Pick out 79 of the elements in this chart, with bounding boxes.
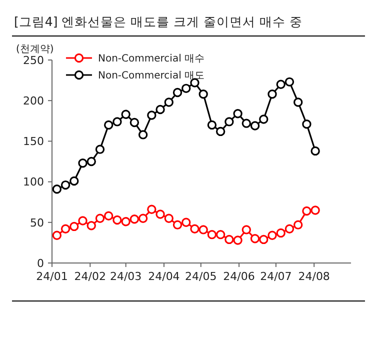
point	[130, 118, 140, 128]
point	[190, 224, 200, 234]
x-tick-label: 24/06	[223, 270, 255, 283]
x-tick-label: 24/05	[185, 270, 217, 283]
point	[86, 156, 96, 166]
legend-label: Non-Commercial 매도	[98, 70, 205, 82]
y-tick-label: 200	[23, 94, 44, 108]
point	[95, 144, 105, 154]
y-tick-label: 0	[37, 256, 44, 270]
point	[216, 126, 226, 136]
point	[121, 216, 130, 226]
point	[112, 215, 122, 225]
y-tick-label: 150	[23, 135, 44, 148]
point	[172, 220, 182, 230]
point	[172, 88, 182, 98]
y-tick-label: 250	[23, 54, 44, 67]
x-tick-label: 24/03	[110, 270, 142, 283]
point	[242, 225, 252, 234]
point	[164, 98, 174, 107]
x-tick-label: 24/07	[260, 270, 292, 283]
point	[268, 230, 277, 240]
point	[284, 224, 294, 234]
point	[182, 84, 191, 94]
point	[250, 121, 260, 130]
point	[216, 230, 226, 240]
point	[121, 110, 130, 120]
y-axis-title: (천계약)	[16, 44, 54, 55]
point	[310, 206, 320, 215]
point	[276, 80, 286, 89]
point	[198, 225, 208, 234]
point	[224, 117, 234, 126]
point	[182, 218, 191, 227]
point	[86, 221, 96, 230]
legend-label: Non-Commercial 매수	[98, 54, 205, 64]
point	[198, 90, 208, 99]
point	[147, 204, 156, 214]
point	[78, 216, 88, 226]
point	[302, 206, 312, 216]
point	[156, 210, 165, 219]
point	[207, 120, 217, 130]
point	[293, 220, 303, 230]
point	[242, 118, 252, 128]
point	[52, 230, 62, 240]
point	[224, 234, 234, 244]
point	[259, 234, 268, 244]
point	[207, 230, 217, 240]
point	[104, 120, 114, 130]
point	[284, 77, 294, 87]
x-tick-label: 24/01	[36, 270, 68, 283]
point	[78, 158, 88, 168]
point	[70, 176, 79, 186]
x-tick-label: 24/04	[148, 270, 180, 283]
point	[250, 234, 260, 244]
point	[268, 90, 277, 99]
point	[104, 211, 114, 221]
y-tick-label: 100	[23, 176, 44, 189]
point	[310, 146, 320, 156]
point	[52, 184, 62, 194]
point	[112, 117, 122, 126]
y-tick-label: 50	[30, 216, 44, 230]
point	[138, 214, 148, 223]
point	[276, 228, 286, 238]
point	[138, 130, 148, 140]
point	[130, 214, 140, 224]
point	[147, 110, 156, 120]
x-tick-label: 24/08	[298, 270, 330, 283]
point	[233, 236, 242, 245]
point	[259, 114, 268, 124]
point	[95, 214, 105, 223]
point	[60, 224, 70, 234]
x-tick-label: 24/02	[74, 270, 106, 283]
point	[70, 222, 79, 232]
point	[302, 120, 312, 129]
point	[164, 214, 174, 223]
point	[233, 108, 242, 118]
chart-title: [그림4] 엔화선물은 매도를 크게 줄이면서 매수 중	[14, 14, 303, 29]
point	[156, 104, 165, 114]
point	[293, 98, 303, 107]
point	[60, 180, 70, 190]
